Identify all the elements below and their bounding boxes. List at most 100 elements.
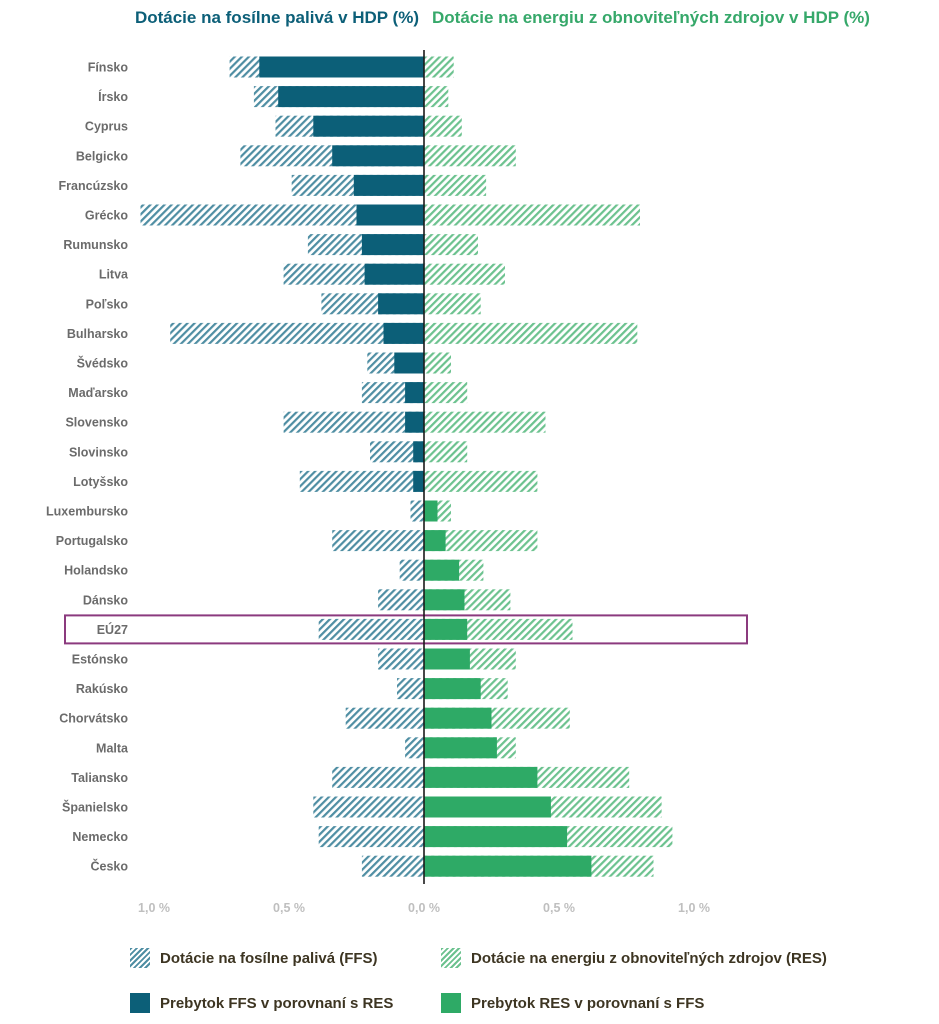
category-label: Lotyšsko (73, 475, 128, 489)
category-label: Grécko (85, 209, 128, 223)
category-label: Maďarsko (68, 386, 128, 400)
category-label: Taliansko (71, 771, 128, 785)
bar-res-surplus-row-18 (424, 589, 465, 611)
bar-res-surplus-row-17 (424, 559, 460, 581)
category-label: Poľsko (86, 297, 129, 311)
legend-item-res-surplus: Prebytok RES v porovnaní s FFS (441, 993, 704, 1013)
bar-ffs-surplus-row-11 (405, 382, 424, 404)
bar-ffs-surplus-row-6 (361, 234, 424, 256)
legend-item-ffs-subsidy: Dotácie na fosílne palivá (FFS) (130, 948, 378, 968)
bar-res-subsidy-row-4 (424, 174, 487, 196)
chart-title-renewable: Dotácie na energiu z obnoviteľných zdroj… (432, 8, 870, 27)
legend-swatch-solid-green (441, 993, 461, 1013)
bar-ffs-subsidy-row-14 (299, 470, 424, 492)
bar-res-subsidy-row-11 (424, 382, 468, 404)
bar-ffs-surplus-row-14 (413, 470, 424, 492)
bar-ffs-surplus-row-8 (378, 293, 424, 315)
legend-label-res-surplus: Prebytok RES v porovnaní s FFS (471, 994, 705, 1012)
category-label: Švédsko (77, 356, 129, 371)
category-label: Luxembursko (46, 505, 128, 519)
category-label: Španielsko (62, 800, 128, 815)
category-label: Cyprus (85, 120, 128, 134)
bar-res-surplus-row-27 (424, 855, 592, 877)
chart-title-fossil: Dotácie na fosílne palivá v HDP (%) (134, 8, 419, 27)
category-label: Fínsko (88, 61, 129, 75)
bar-ffs-subsidy-row-26 (318, 826, 424, 848)
bar-ffs-surplus-row-3 (332, 145, 424, 167)
tick-label: 0,0 % (408, 901, 440, 915)
bar-res-surplus-row-25 (424, 796, 551, 818)
category-label: Rakúsko (76, 682, 128, 696)
legend-label-res-subsidy: Dotácie na energiu z obnoviteľných zdroj… (471, 949, 827, 967)
bar-res-surplus-row-22 (424, 707, 492, 729)
bar-ffs-surplus-row-13 (413, 441, 424, 463)
bar-ffs-subsidy-row-20 (378, 648, 424, 670)
bar-ffs-subsidy-row-12 (283, 411, 424, 433)
bar-res-surplus-row-20 (424, 648, 470, 670)
bar-res-subsidy-row-7 (424, 263, 505, 285)
legend-label-ffs-surplus: Prebytok FFS v porovnaní s RES (160, 994, 394, 1012)
category-label: Portugalsko (56, 534, 129, 548)
bar-ffs-surplus-row-5 (356, 204, 424, 226)
bar-ffs-subsidy-row-17 (399, 559, 424, 581)
tick-label: 0,5 % (543, 901, 575, 915)
bar-res-surplus-row-23 (424, 737, 497, 759)
bar-ffs-subsidy-row-9 (170, 322, 424, 344)
category-label: Írsko (98, 89, 128, 104)
bar-ffs-subsidy-row-5 (140, 204, 424, 226)
bar-res-surplus-row-21 (424, 678, 481, 700)
tick-labels-group: 1,0 % 0,5 % 0,0 % 0,5 % 1,0 % (138, 901, 710, 915)
bar-res-subsidy-row-8 (424, 293, 481, 315)
category-label: Rumunsko (63, 238, 128, 252)
category-label: Belgicko (76, 149, 128, 163)
bar-ffs-subsidy-row-24 (332, 766, 424, 788)
bar-ffs-surplus-row-12 (405, 411, 424, 433)
bar-ffs-subsidy-row-19 (318, 618, 424, 640)
bar-res-subsidy-row-0 (424, 56, 454, 78)
category-label: Bulharsko (67, 327, 128, 341)
tick-label: 1,0 % (678, 901, 710, 915)
bar-ffs-surplus-row-9 (383, 322, 424, 344)
bar-ffs-subsidy-row-21 (397, 678, 424, 700)
bar-ffs-surplus-row-10 (394, 352, 424, 374)
bar-res-surplus-row-24 (424, 766, 538, 788)
legend-swatch-solid-blue (130, 993, 150, 1013)
bar-ffs-subsidy-row-22 (345, 707, 424, 729)
bar-res-subsidy-row-2 (424, 115, 462, 137)
bar-res-surplus-row-19 (424, 618, 468, 640)
bar-ffs-subsidy-row-16 (332, 530, 424, 552)
category-label: Malta (96, 741, 129, 755)
tick-label: 1,0 % (138, 901, 170, 915)
bar-ffs-subsidy-row-27 (361, 855, 424, 877)
bar-ffs-surplus-row-4 (353, 174, 424, 196)
category-label: Francúzsko (59, 179, 129, 193)
bar-ffs-surplus-row-1 (278, 86, 424, 108)
legend-swatch-hatched-green (441, 948, 461, 968)
bar-res-subsidy-row-5 (424, 204, 640, 226)
category-label: Dánsko (83, 593, 129, 607)
legend-item-res-subsidy: Dotácie na energiu z obnoviteľných zdroj… (441, 948, 827, 968)
bar-res-subsidy-row-14 (424, 470, 538, 492)
bar-ffs-subsidy-row-23 (405, 737, 424, 759)
bar-ffs-subsidy-row-13 (370, 441, 424, 463)
bar-res-subsidy-row-3 (424, 145, 516, 167)
category-labels-group: Fínsko Írsko Cyprus Belgicko Francúzsko Gréck… (46, 61, 129, 874)
bar-res-subsidy-row-10 (424, 352, 451, 374)
category-label: Estónsko (72, 653, 129, 667)
legend-item-ffs-surplus: Prebytok FFS v porovnaní s RES (130, 993, 393, 1013)
bars-group (64, 50, 748, 884)
diverging-bar-chart: Fínsko Írsko Cyprus Belgicko Francúzsko Gréck… (46, 50, 748, 915)
bar-ffs-surplus-row-0 (259, 56, 424, 78)
bar-res-subsidy-row-6 (424, 234, 478, 256)
category-label: Chorvátsko (59, 712, 128, 726)
legend-label-ffs-subsidy: Dotácie na fosílne palivá (FFS) (160, 949, 378, 967)
highlight-box-eu27 (64, 614, 748, 645)
bar-ffs-subsidy-row-18 (378, 589, 424, 611)
bar-ffs-subsidy-row-15 (410, 500, 424, 522)
bar-res-surplus-row-26 (424, 826, 568, 848)
bar-res-surplus-row-15 (424, 500, 438, 522)
bar-res-subsidy-row-1 (424, 86, 449, 108)
bar-res-subsidy-row-13 (424, 441, 468, 463)
legend-swatch-hatched-blue (130, 948, 150, 968)
bar-res-subsidy-row-12 (424, 411, 546, 433)
